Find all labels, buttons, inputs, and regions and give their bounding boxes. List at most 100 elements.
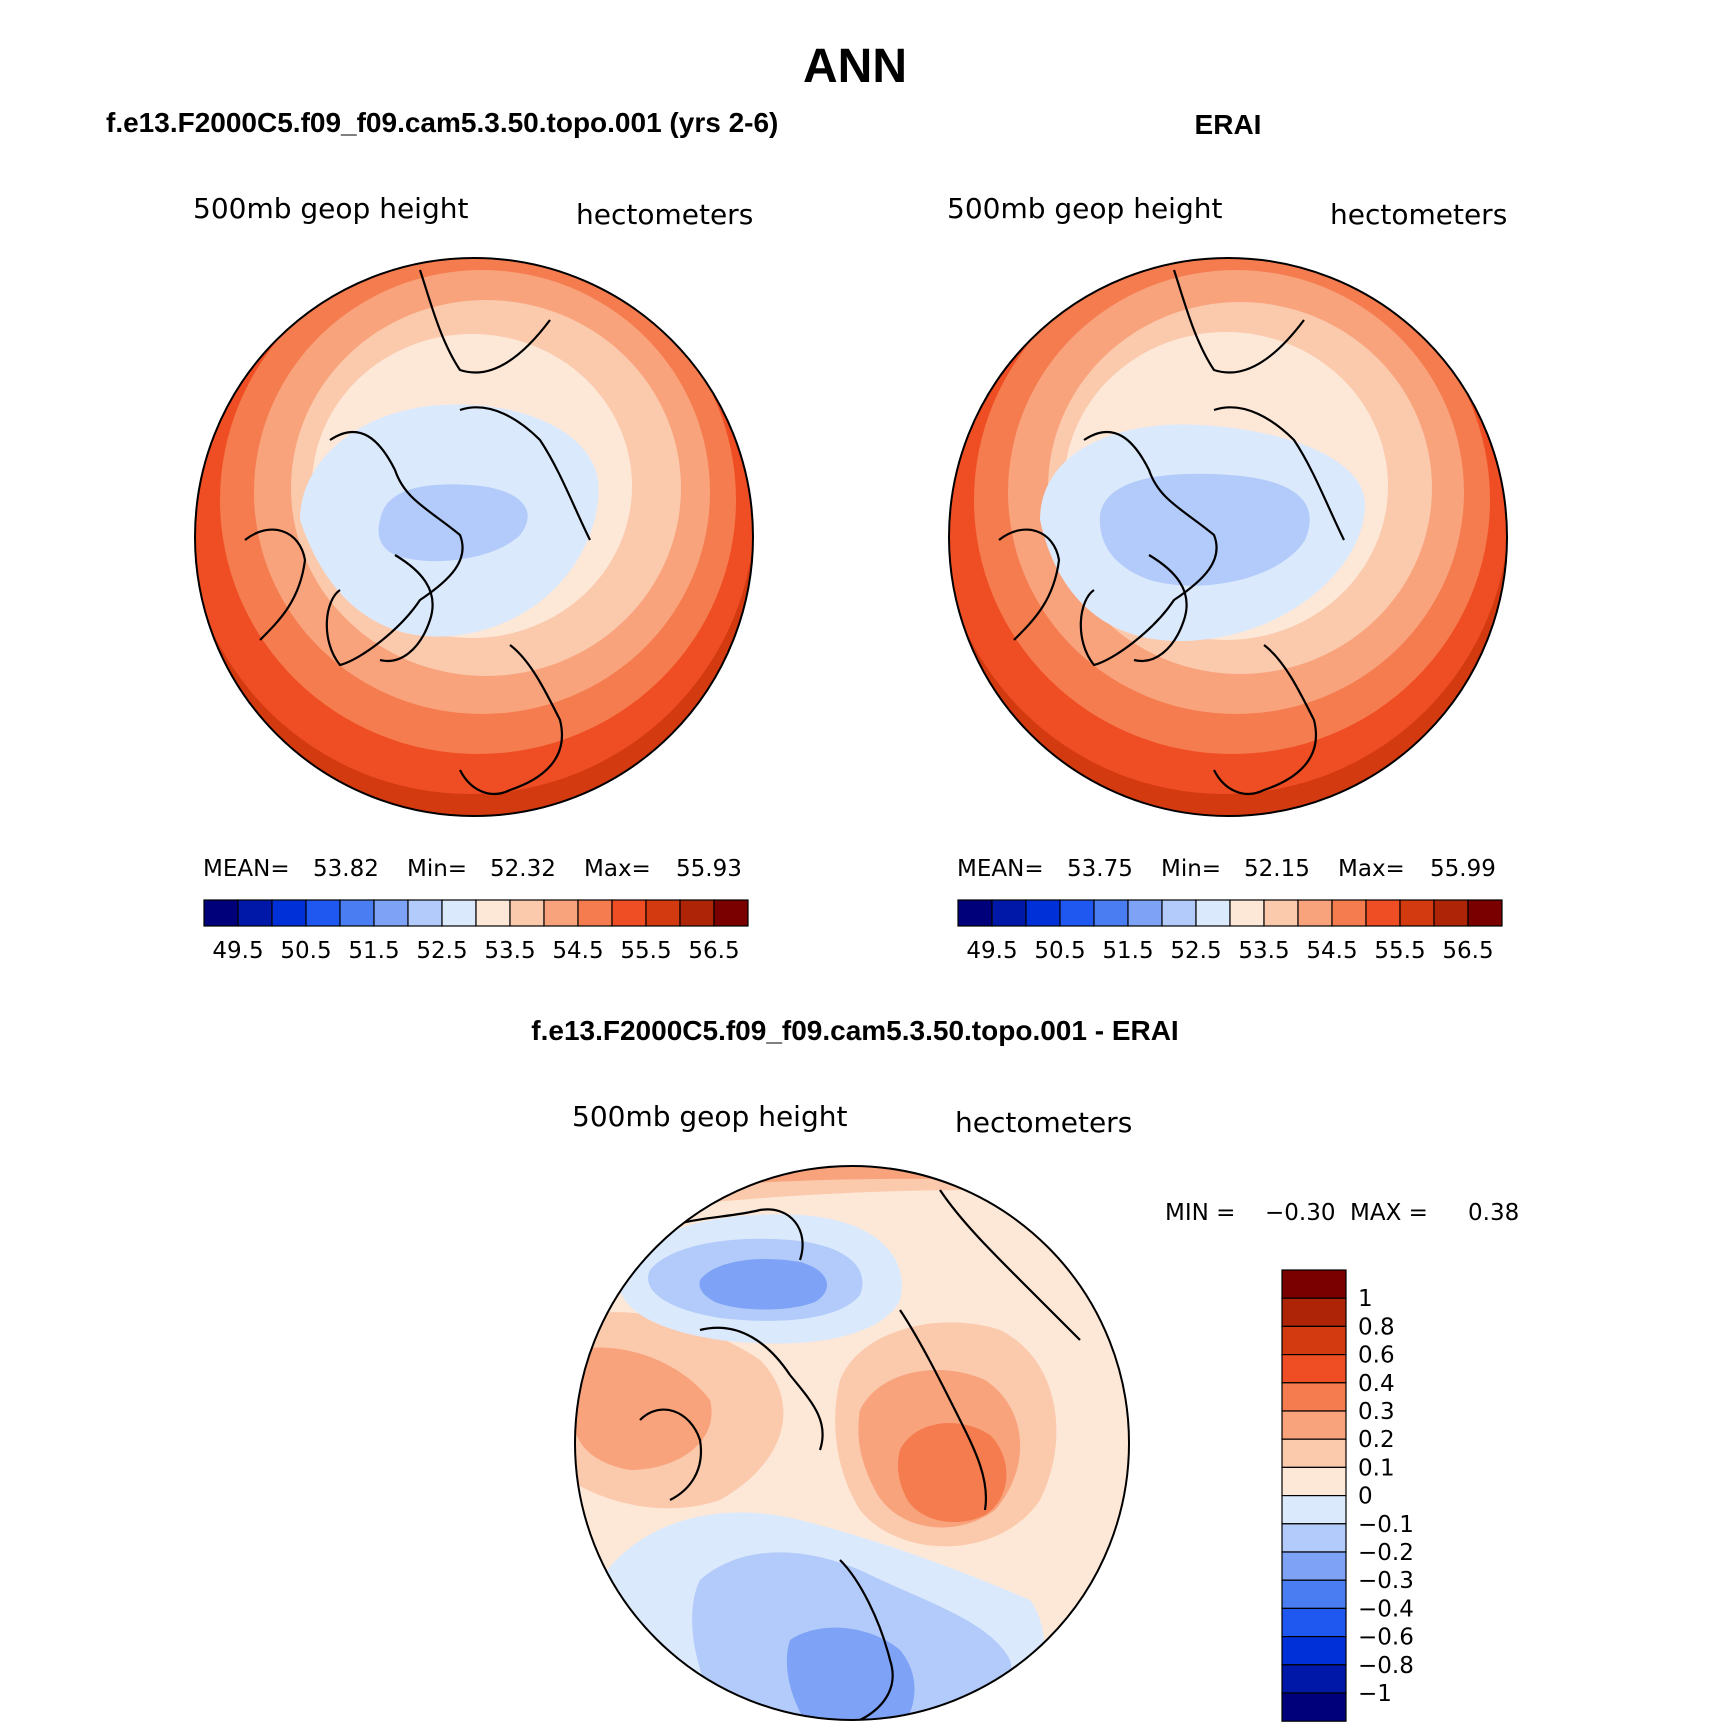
colorbar-tick-label: 0.1 <box>1358 1455 1395 1481</box>
colorbar-tick-label: 56.5 <box>688 938 739 964</box>
panel-erai-map-border <box>948 257 1508 817</box>
panel-erai: ERAI 500mb geop height hectometers MEAN=… <box>947 109 1508 964</box>
colorbar-swatch-12 <box>1365 899 1401 927</box>
colorbar-swatch-8 <box>1281 1494 1347 1525</box>
colorbar-swatch-12 <box>611 899 647 927</box>
panel-diff: f.e13.F2000C5.f09_f09.cam5.3.50.topo.001… <box>531 1015 1519 1722</box>
panel-model-units: hectometers <box>576 198 753 231</box>
colorbar-swatch-10 <box>543 899 579 927</box>
panel-model-mean-value: 53.82 <box>313 856 379 882</box>
colorbar-tick-label: 56.5 <box>1442 938 1493 964</box>
colorbar-swatch-13 <box>1399 899 1435 927</box>
colorbar-tick-label: 51.5 <box>1102 938 1153 964</box>
colorbar-tick-label: −0.6 <box>1358 1625 1414 1651</box>
colorbar-tick-label: 55.5 <box>620 938 671 964</box>
colorbar-swatch-7 <box>441 899 477 927</box>
colorbar-swatch-1 <box>991 899 1027 927</box>
colorbar-swatch-9 <box>1263 899 1299 927</box>
panel-model-max-value: 55.93 <box>676 856 742 882</box>
colorbar-tick-label: −0.1 <box>1358 1512 1414 1538</box>
panel-diff-max-label: MAX = <box>1350 1200 1428 1226</box>
panel-diff-title: f.e13.F2000C5.f09_f09.cam5.3.50.topo.001… <box>531 1015 1178 1046</box>
panel-model-min-label: Min= <box>407 856 467 882</box>
panel-diff-left-label: 500mb geop height <box>572 1100 847 1133</box>
colorbar-tick-label: 55.5 <box>1374 938 1425 964</box>
colorbar-swatch-11 <box>1281 1579 1347 1609</box>
colorbar-swatch-4 <box>1281 1382 1347 1412</box>
colorbar-tick-label: 49.5 <box>966 938 1017 964</box>
colorbar-tick-label: 0.4 <box>1358 1371 1395 1397</box>
colorbar-tick-label: 0 <box>1358 1484 1373 1510</box>
colorbar-swatch-6 <box>1281 1438 1347 1468</box>
colorbar-tick-label: 50.5 <box>1034 938 1085 964</box>
panel-model-min-value: 52.32 <box>490 856 556 882</box>
panel-diff-map <box>575 1166 1129 1720</box>
panel-diff-map-border <box>574 1165 1130 1721</box>
panel-model-mean-label: MEAN= <box>203 856 290 882</box>
panel-model-colorbar-ticks: 49.5 50.5 51.5 52.5 53.5 54.5 55.5 56.5 <box>212 938 739 964</box>
colorbar-swatch-4 <box>339 899 375 927</box>
colorbar-swatch-10 <box>1297 899 1333 927</box>
colorbar-tick-label: 50.5 <box>280 938 331 964</box>
colorbar-swatch-7 <box>1195 899 1231 927</box>
colorbar-tick-label: 49.5 <box>212 938 263 964</box>
colorbar-swatch-9 <box>509 899 545 927</box>
colorbar-swatch-15 <box>1281 1692 1347 1722</box>
panel-model-map-border <box>194 257 754 817</box>
panel-erai-title: ERAI <box>1195 109 1262 140</box>
figure-title: ANN <box>803 40 907 93</box>
colorbar-swatch-3 <box>305 899 341 927</box>
panel-erai-min-label: Min= <box>1161 856 1221 882</box>
panel-erai-colorbar-ticks: 49.5 50.5 51.5 52.5 53.5 54.5 55.5 56.5 <box>966 938 1493 964</box>
colorbar-tick-label: 52.5 <box>416 938 467 964</box>
colorbar-swatch-12 <box>1281 1607 1347 1638</box>
colorbar-swatch-15 <box>1467 899 1503 927</box>
colorbar-swatch-13 <box>1281 1635 1347 1666</box>
panel-diff-colorbar <box>1281 1269 1347 1722</box>
panel-diff-units: hectometers <box>955 1106 1132 1139</box>
colorbar-swatch-15 <box>713 899 749 927</box>
colorbar-swatch-7 <box>1281 1466 1347 1497</box>
colorbar-swatch-11 <box>1331 899 1367 927</box>
colorbar-swatch-1 <box>237 899 273 927</box>
colorbar-swatch-8 <box>475 899 511 927</box>
colorbar-swatch-8 <box>1229 899 1265 927</box>
panel-diff-max-value: 0.38 <box>1468 1200 1519 1226</box>
band-pos-left-2 <box>575 1347 712 1470</box>
panel-model: f.e13.F2000C5.f09_f09.cam5.3.50.topo.001… <box>106 107 778 964</box>
panel-diff-min-value: −0.30 <box>1265 1200 1335 1226</box>
band-pos-right-3 <box>897 1423 1007 1523</box>
panel-erai-colorbar <box>957 899 1503 927</box>
panel-erai-map <box>949 258 1507 816</box>
panel-erai-units: hectometers <box>1330 198 1507 231</box>
colorbar-swatch-4 <box>1093 899 1129 927</box>
colorbar-tick-label: −0.4 <box>1358 1596 1414 1622</box>
coastlines <box>244 269 591 795</box>
colorbar-tick-label: 51.5 <box>348 938 399 964</box>
colorbar-swatch-0 <box>957 899 993 927</box>
colorbar-swatch-2 <box>1025 899 1061 927</box>
colorbar-swatch-3 <box>1059 899 1095 927</box>
colorbar-tick-label: 0.3 <box>1358 1399 1395 1425</box>
panel-erai-max-label: Max= <box>1338 856 1405 882</box>
panel-erai-left-label: 500mb geop height <box>947 192 1222 225</box>
colorbar-tick-label: 0.2 <box>1358 1427 1395 1453</box>
colorbar-tick-label: −0.8 <box>1358 1653 1414 1679</box>
coastlines <box>639 1189 1081 1720</box>
colorbar-tick-label: −0.3 <box>1358 1568 1414 1594</box>
band-52 <box>378 484 528 562</box>
band-neg-bottom-3 <box>786 1627 915 1720</box>
colorbar-tick-label: 1 <box>1358 1286 1373 1312</box>
colorbar-swatch-2 <box>1281 1325 1347 1356</box>
colorbar-swatch-10 <box>1281 1551 1347 1581</box>
panel-erai-mean-label: MEAN= <box>957 856 1044 882</box>
colorbar-tick-label: −1 <box>1358 1681 1392 1707</box>
coastlines <box>998 269 1345 795</box>
band-neg-top-3 <box>699 1259 827 1310</box>
colorbar-swatch-9 <box>1281 1523 1347 1553</box>
colorbar-swatch-3 <box>1281 1353 1347 1384</box>
panel-model-left-label: 500mb geop height <box>193 192 468 225</box>
colorbar-swatch-1 <box>1281 1297 1347 1327</box>
colorbar-swatch-11 <box>577 899 613 927</box>
